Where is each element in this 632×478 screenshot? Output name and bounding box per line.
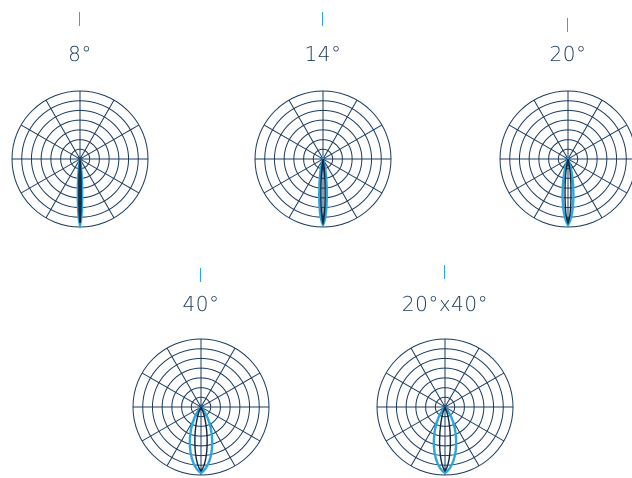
polar-diagram bbox=[376, 338, 514, 476]
polar-grid bbox=[11, 90, 149, 228]
polar-diagram bbox=[11, 90, 149, 230]
grid-spoke bbox=[322, 124, 383, 160]
grid-spoke bbox=[567, 99, 603, 160]
beam-lobe-outer bbox=[76, 158, 84, 230]
beam-panel-20x40: 20°x40° bbox=[365, 265, 525, 476]
tick-mark bbox=[200, 268, 201, 282]
beam-lobe-outer bbox=[188, 405, 214, 475]
beam-angle-label: 40° bbox=[182, 292, 220, 316]
grid-spoke bbox=[263, 158, 324, 194]
beam-lobe-outer bbox=[432, 405, 458, 475]
polar-diagram bbox=[254, 90, 392, 228]
grid-spoke bbox=[444, 406, 505, 442]
beam-panel-40: 40° bbox=[121, 268, 281, 476]
beam-panel-20: 20° bbox=[488, 18, 632, 238]
grid-spoke bbox=[20, 124, 81, 160]
grid-spoke bbox=[20, 158, 81, 194]
grid-spoke bbox=[166, 347, 202, 408]
beam-lobe-inner bbox=[438, 405, 452, 473]
grid-spoke bbox=[322, 158, 383, 194]
grid-spoke bbox=[385, 406, 446, 442]
grid-spoke bbox=[567, 124, 628, 160]
grid-spoke bbox=[533, 158, 569, 219]
tick-mark bbox=[322, 12, 323, 26]
grid-spoke bbox=[263, 124, 324, 160]
tick-mark bbox=[79, 12, 80, 26]
grid-spoke bbox=[444, 372, 505, 408]
polar-diagram bbox=[499, 90, 632, 228]
beam-lobe-inner bbox=[320, 158, 326, 226]
polar-diagram bbox=[132, 338, 270, 476]
grid-spoke bbox=[410, 347, 446, 408]
beam-angle-label: 20° bbox=[549, 42, 587, 66]
grid-spoke bbox=[533, 99, 569, 160]
beam-lobe-inner bbox=[78, 158, 82, 224]
grid-spoke bbox=[567, 158, 603, 219]
beam-lobe-outer bbox=[561, 155, 575, 228]
grid-spoke bbox=[322, 158, 358, 219]
beam-panel-8: 8° bbox=[0, 12, 160, 242]
grid-spoke bbox=[79, 124, 140, 160]
grid-spoke bbox=[200, 372, 261, 408]
grid-spoke bbox=[508, 124, 569, 160]
grid-spoke bbox=[79, 99, 115, 160]
grid-spoke bbox=[385, 372, 446, 408]
grid-spoke bbox=[200, 347, 236, 408]
beam-angle-label: 14° bbox=[304, 42, 342, 66]
grid-spoke bbox=[322, 99, 358, 160]
grid-spoke bbox=[45, 158, 81, 219]
grid-spoke bbox=[45, 99, 81, 160]
beam-angle-label: 8° bbox=[68, 42, 92, 66]
grid-spoke bbox=[141, 406, 202, 442]
grid-spoke bbox=[508, 158, 569, 194]
beam-lobe-inner bbox=[194, 405, 208, 473]
grid-spoke bbox=[567, 158, 628, 194]
tick-mark bbox=[567, 18, 568, 32]
grid-spoke bbox=[200, 406, 261, 442]
grid-spoke bbox=[79, 158, 115, 219]
grid-spoke bbox=[288, 158, 324, 219]
grid-spoke bbox=[79, 158, 140, 194]
beam-lobe-inner bbox=[564, 158, 572, 225]
grid-spoke bbox=[444, 347, 480, 408]
beam-panel-14: 14° bbox=[243, 12, 403, 242]
grid-spoke bbox=[141, 372, 202, 408]
beam-angle-label: 20°x40° bbox=[401, 292, 489, 316]
grid-spoke bbox=[288, 99, 324, 160]
tick-mark bbox=[444, 265, 445, 279]
